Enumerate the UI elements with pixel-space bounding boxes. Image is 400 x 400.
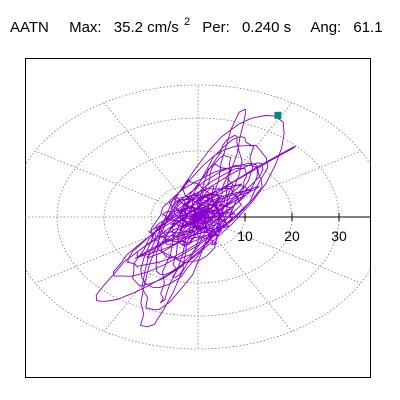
station-code: AATN <box>10 19 49 36</box>
grid-ring <box>25 84 371 350</box>
grid-spoke <box>197 216 361 284</box>
max-label: Max: <box>69 19 102 36</box>
angle-label: Ang: <box>310 19 342 36</box>
grid-spoke <box>35 150 199 218</box>
particle-motion-trace <box>95 108 296 328</box>
tick-label: 30 <box>331 228 347 244</box>
max-unit-superscript: 2 <box>183 16 191 28</box>
grid-spoke <box>103 216 199 332</box>
angle-value: 61.1 <box>353 19 383 36</box>
max-value: 35.2 cm/s <box>113 19 179 36</box>
tick-label: 10 <box>237 228 253 244</box>
peak-marker <box>274 111 282 119</box>
grid-spoke <box>197 102 293 218</box>
period-value: 0.240 s <box>241 19 292 36</box>
tick-label: 20 <box>284 228 300 244</box>
period-label: Per: <box>202 19 230 36</box>
chart-header: AATN Max: 35.2 cm/s 2 Per: 0.240 s Ang: … <box>10 16 383 40</box>
